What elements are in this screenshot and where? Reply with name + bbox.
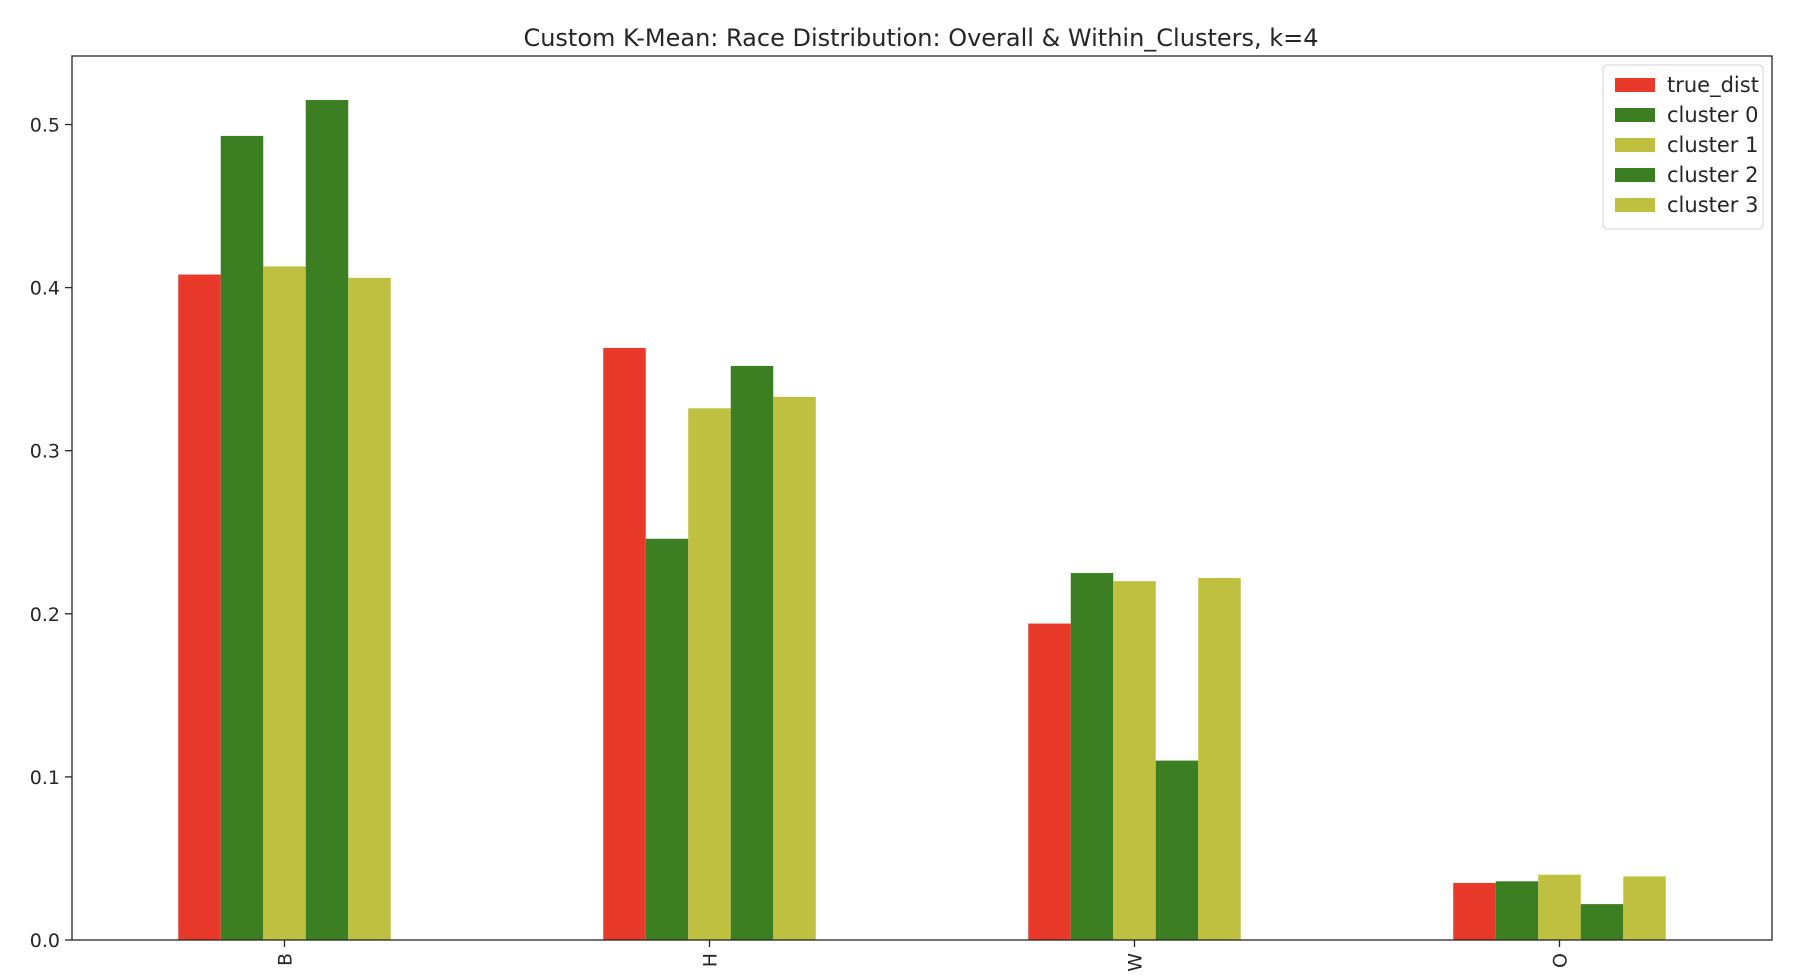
- bar-cluster-0-O: [1495, 881, 1539, 940]
- y-tick-label: 0.0: [30, 930, 60, 952]
- bar-cluster-1-B: [263, 266, 306, 940]
- y-tick-label: 0.1: [30, 767, 60, 789]
- y-tick-label: 0.5: [30, 115, 60, 137]
- bar-true-dist-H: [603, 347, 646, 940]
- legend-swatch: [1615, 198, 1655, 212]
- y-tick-label: 0.4: [30, 278, 60, 300]
- x-tick-label: B: [275, 953, 297, 966]
- bar-cluster-3-H: [773, 396, 816, 940]
- x-tick-label: W: [1125, 953, 1147, 972]
- bar-true-dist-W: [1028, 623, 1071, 940]
- legend-swatch: [1615, 168, 1655, 182]
- legend-label: cluster 0: [1667, 103, 1758, 127]
- bar-cluster-3-O: [1623, 876, 1666, 940]
- bar-cluster-1-H: [688, 408, 731, 940]
- legend-label: true_dist: [1667, 73, 1759, 98]
- legend-swatch: [1615, 138, 1655, 152]
- bar-cluster-1-O: [1538, 874, 1581, 940]
- legend-swatch: [1615, 108, 1655, 122]
- x-tick-label: O: [1550, 953, 1572, 968]
- bars-layer: [178, 100, 1666, 941]
- bar-cluster-2-W: [1155, 760, 1199, 940]
- chart-title: Custom K-Mean: Race Distribution: Overal…: [523, 24, 1318, 52]
- bar-cluster-2-H: [730, 365, 774, 940]
- y-tick-label: 0.3: [30, 441, 60, 463]
- bar-cluster-0-H: [645, 538, 689, 940]
- bar-true-dist-O: [1453, 882, 1496, 940]
- legend-label: cluster 2: [1667, 163, 1758, 187]
- legend-box: [1602, 64, 1764, 230]
- bar-cluster-3-B: [348, 277, 391, 940]
- y-tick-label: 0.2: [30, 604, 60, 626]
- x-tick-label: H: [700, 953, 722, 967]
- bar-cluster-2-O: [1580, 904, 1624, 940]
- bar-true-dist-B: [178, 274, 221, 940]
- bar-cluster-0-B: [220, 135, 264, 941]
- bar-cluster-3-W: [1198, 577, 1241, 940]
- bar-cluster-2-B: [305, 100, 349, 941]
- legend-label: cluster 3: [1667, 193, 1758, 217]
- legend-label: cluster 1: [1667, 133, 1758, 157]
- y-axis: 0.0 0.1 0.2 0.3 0.4 0.5: [30, 115, 72, 952]
- plot-frame: [71, 55, 1773, 941]
- legend-swatch: [1615, 78, 1655, 92]
- bar-cluster-1-W: [1113, 581, 1156, 940]
- bar-cluster-0-W: [1070, 573, 1114, 940]
